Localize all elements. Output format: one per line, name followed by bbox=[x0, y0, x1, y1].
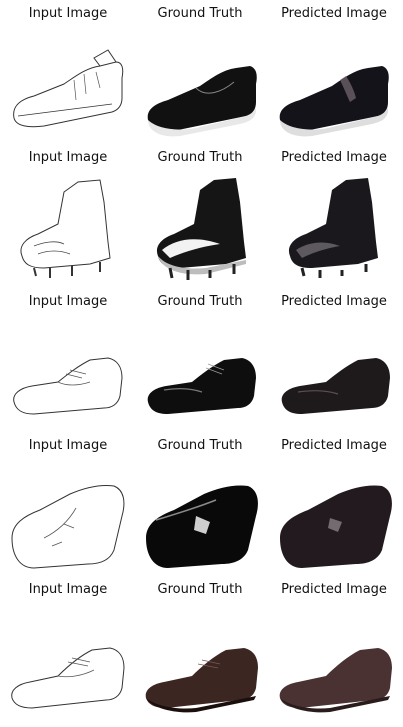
ground-truth-cell: Ground Truth bbox=[136, 288, 264, 432]
row-5: Input Image Ground Truth Predicted Image bbox=[0, 576, 403, 720]
predicted-image bbox=[280, 485, 392, 568]
predicted-image bbox=[281, 358, 390, 414]
ground-truth-image bbox=[146, 485, 258, 568]
ground-truth-cell: Ground Truth bbox=[136, 432, 264, 576]
caption-ground-truth: Ground Truth bbox=[157, 582, 243, 597]
input-cell: Input Image bbox=[4, 288, 132, 432]
caption-input: Input Image bbox=[28, 6, 108, 21]
caption-ground-truth: Ground Truth bbox=[157, 438, 243, 453]
predicted-cell: Predicted Image bbox=[270, 144, 398, 288]
predicted-cell: Predicted Image bbox=[270, 0, 398, 144]
input-cell: Input Image bbox=[4, 576, 132, 720]
ground-truth-cell: Ground Truth bbox=[136, 576, 264, 720]
predicted-cell: Predicted Image bbox=[270, 432, 398, 576]
sketch-image bbox=[13, 49, 124, 128]
sketch-image bbox=[11, 485, 125, 569]
row-3: Input Image Ground Truth Predicted Image bbox=[0, 288, 403, 432]
caption-predicted: Predicted Image bbox=[281, 438, 387, 453]
caption-predicted: Predicted Image bbox=[281, 6, 387, 21]
row-4: Input Image Ground Truth Predicted Image bbox=[0, 432, 403, 576]
ground-truth-image bbox=[145, 648, 258, 713]
ground-truth-image bbox=[147, 358, 256, 414]
input-cell: Input Image bbox=[4, 432, 132, 576]
predicted-cell: Predicted Image bbox=[270, 288, 398, 432]
ground-truth-image bbox=[156, 178, 246, 280]
ground-truth-cell: Ground Truth bbox=[136, 0, 264, 144]
row-1: Input Image Ground Truth Predicted Image bbox=[0, 0, 403, 144]
caption-input: Input Image bbox=[28, 438, 108, 453]
predicted-cell: Predicted Image bbox=[270, 576, 398, 720]
ground-truth-cell: Ground Truth bbox=[136, 144, 264, 288]
sketch-image bbox=[13, 357, 123, 415]
ground-truth-image bbox=[147, 66, 257, 137]
predicted-image bbox=[288, 178, 378, 278]
caption-predicted: Predicted Image bbox=[281, 150, 387, 165]
caption-input: Input Image bbox=[28, 150, 108, 165]
caption-input: Input Image bbox=[28, 294, 108, 309]
caption-ground-truth: Ground Truth bbox=[157, 150, 243, 165]
predicted-image bbox=[279, 66, 389, 137]
predicted-image bbox=[279, 648, 392, 713]
sketch-image bbox=[20, 179, 111, 278]
caption-input: Input Image bbox=[28, 582, 108, 597]
caption-ground-truth: Ground Truth bbox=[157, 6, 243, 21]
row-2: Input Image Ground Truth Predicted Image bbox=[0, 144, 403, 288]
caption-ground-truth: Ground Truth bbox=[157, 294, 243, 309]
caption-predicted: Predicted Image bbox=[281, 294, 387, 309]
sketch-image bbox=[11, 647, 125, 709]
caption-predicted: Predicted Image bbox=[281, 582, 387, 597]
input-cell: Input Image bbox=[4, 0, 132, 144]
input-cell: Input Image bbox=[4, 144, 132, 288]
